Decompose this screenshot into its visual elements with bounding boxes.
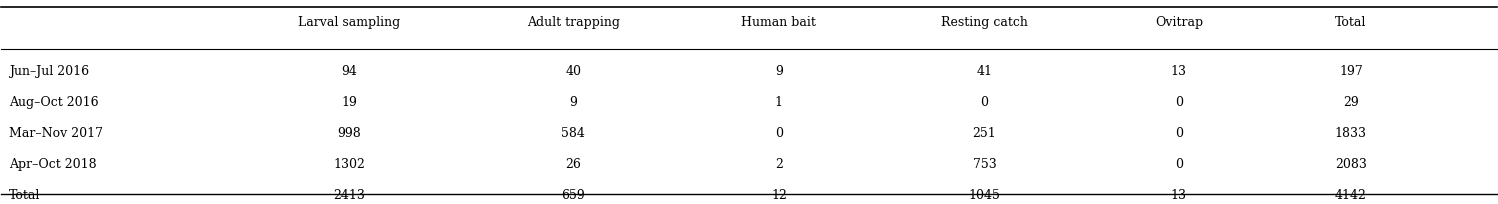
Text: 0: 0: [981, 96, 989, 109]
Text: 251: 251: [972, 127, 996, 140]
Text: 2083: 2083: [1335, 158, 1366, 171]
Text: Ovitrap: Ovitrap: [1155, 16, 1203, 29]
Text: 1833: 1833: [1335, 127, 1366, 140]
Text: 12: 12: [771, 188, 786, 202]
Text: 19: 19: [342, 96, 357, 109]
Text: 1045: 1045: [969, 188, 1001, 202]
Text: 13: 13: [1171, 65, 1186, 78]
Text: 13: 13: [1171, 188, 1186, 202]
Text: 0: 0: [1174, 158, 1183, 171]
Text: Total: Total: [9, 188, 40, 202]
Text: 659: 659: [562, 188, 586, 202]
Text: 998: 998: [337, 127, 361, 140]
Text: 2: 2: [774, 158, 783, 171]
Text: 584: 584: [562, 127, 586, 140]
Text: Jun–Jul 2016: Jun–Jul 2016: [9, 65, 88, 78]
Text: 753: 753: [972, 158, 996, 171]
Text: 0: 0: [1174, 127, 1183, 140]
Text: 26: 26: [565, 158, 581, 171]
Text: Larval sampling: Larval sampling: [298, 16, 400, 29]
Text: Mar–Nov 2017: Mar–Nov 2017: [9, 127, 103, 140]
Text: 0: 0: [774, 127, 783, 140]
Text: 4142: 4142: [1335, 188, 1366, 202]
Text: Apr–Oct 2018: Apr–Oct 2018: [9, 158, 96, 171]
Text: 41: 41: [977, 65, 993, 78]
Text: Human bait: Human bait: [742, 16, 816, 29]
Text: 1302: 1302: [333, 158, 366, 171]
Text: 94: 94: [342, 65, 357, 78]
Text: 197: 197: [1339, 65, 1363, 78]
Text: Aug–Oct 2016: Aug–Oct 2016: [9, 96, 99, 109]
Text: 0: 0: [1174, 96, 1183, 109]
Text: 1: 1: [774, 96, 783, 109]
Text: 2413: 2413: [333, 188, 366, 202]
Text: Adult trapping: Adult trapping: [527, 16, 620, 29]
Text: Resting catch: Resting catch: [941, 16, 1028, 29]
Text: 9: 9: [569, 96, 577, 109]
Text: 9: 9: [774, 65, 783, 78]
Text: Total: Total: [1335, 16, 1366, 29]
Text: 40: 40: [565, 65, 581, 78]
Text: 29: 29: [1342, 96, 1359, 109]
